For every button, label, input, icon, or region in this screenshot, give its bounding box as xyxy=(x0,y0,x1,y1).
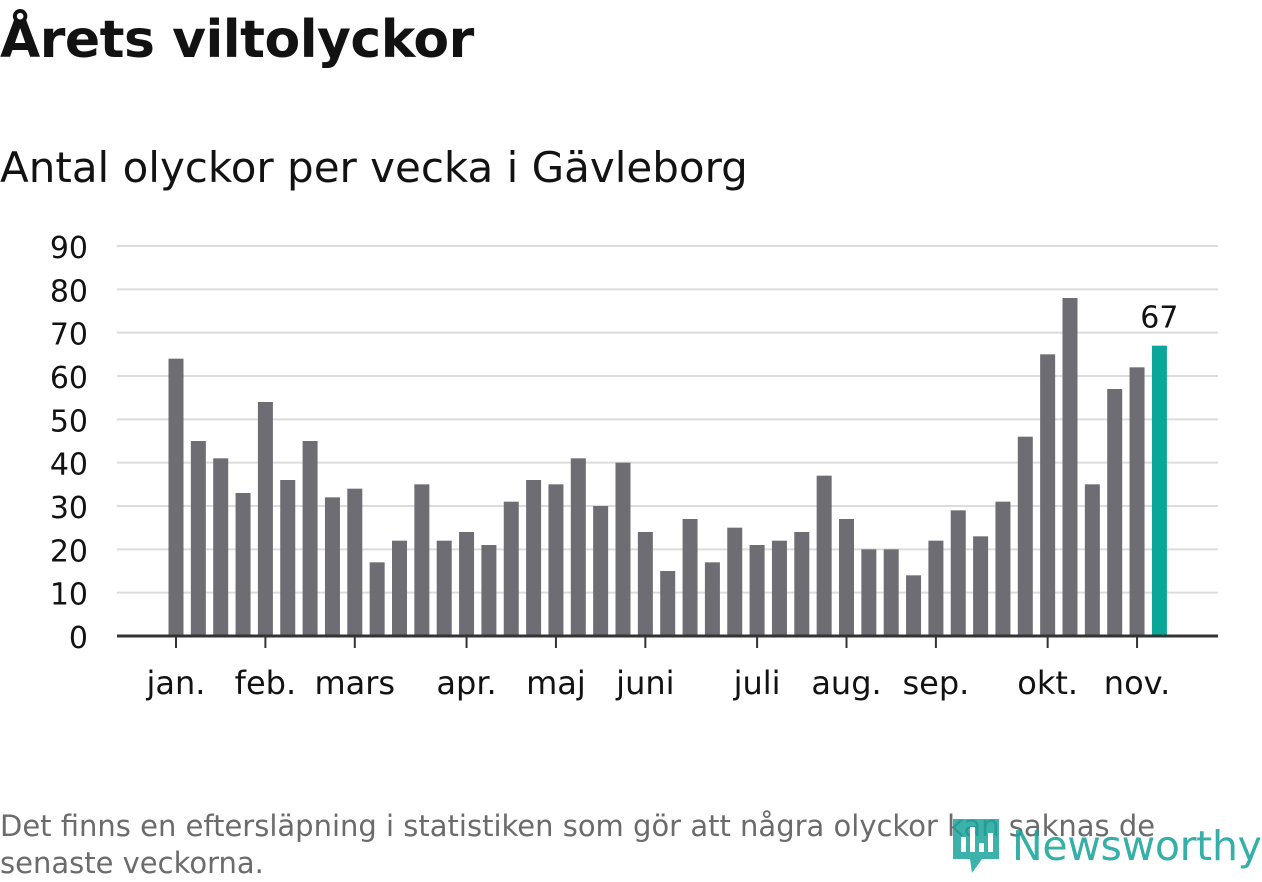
bar xyxy=(682,519,698,636)
x-tick-label: juli xyxy=(733,664,781,702)
x-axis-tick-labels: jan. feb. mars apr. maj juni juli aug. sep. okt. n… xyxy=(146,664,1171,702)
bar xyxy=(548,484,564,636)
bar xyxy=(794,532,810,636)
bar xyxy=(615,462,631,636)
x-tick-label: aug. xyxy=(811,664,881,702)
bar xyxy=(414,484,430,636)
bar-highlight xyxy=(1151,345,1167,636)
bar xyxy=(1062,298,1078,636)
bar xyxy=(459,532,475,636)
bar xyxy=(995,501,1011,636)
bar xyxy=(727,527,743,636)
y-tick-label: 70 xyxy=(50,318,88,353)
x-tick-label: apr. xyxy=(436,664,496,702)
bar xyxy=(883,549,899,636)
bar xyxy=(749,545,765,636)
y-tick-label: 40 xyxy=(50,448,88,483)
bar xyxy=(973,536,989,636)
bar xyxy=(526,480,542,636)
bar xyxy=(928,540,944,636)
newsworthy-logo[interactable]: Newsworthy xyxy=(950,815,1262,877)
bar xyxy=(324,497,340,636)
bar xyxy=(392,540,407,636)
bar xyxy=(570,458,586,636)
y-tick-label: 10 xyxy=(50,578,88,613)
x-tick-label: jan. xyxy=(146,664,206,702)
bar xyxy=(257,402,273,636)
y-tick-label: 50 xyxy=(50,404,88,439)
bar xyxy=(436,540,452,636)
bar xyxy=(235,493,251,636)
x-tick-label: feb. xyxy=(235,664,296,702)
bar xyxy=(347,488,363,636)
bars xyxy=(168,298,1167,636)
bar xyxy=(1017,436,1033,636)
x-tick-label: okt. xyxy=(1017,664,1078,702)
chart-title: Årets viltolyckor xyxy=(0,10,474,70)
bar xyxy=(302,441,318,636)
bar xyxy=(1040,354,1056,636)
x-tick-label: mars xyxy=(314,664,395,702)
bar xyxy=(660,571,676,636)
bar xyxy=(906,575,922,636)
bar xyxy=(771,540,787,636)
bar xyxy=(503,501,519,636)
data-labels: 67 xyxy=(1140,301,1178,336)
bar xyxy=(280,480,296,636)
x-tick-label: maj xyxy=(526,664,586,702)
y-tick-label: 60 xyxy=(50,361,88,396)
x-tick-label: nov. xyxy=(1104,664,1170,702)
y-tick-label: 20 xyxy=(50,534,88,569)
bar xyxy=(1129,367,1145,636)
bar xyxy=(839,519,854,636)
y-axis-tick-labels: 0 10 20 30 40 50 60 70 80 90 xyxy=(50,231,88,656)
y-tick-label: 90 xyxy=(50,231,88,266)
bar xyxy=(816,475,832,636)
bar xyxy=(481,545,497,636)
bar xyxy=(1084,484,1100,636)
bar xyxy=(369,562,385,636)
bar xyxy=(213,458,229,636)
logo-text: Newsworthy xyxy=(1012,822,1262,870)
y-tick-label: 80 xyxy=(50,274,88,309)
x-tick-label: sep. xyxy=(902,664,969,702)
bar xyxy=(593,506,609,636)
y-tick-label: 0 xyxy=(69,621,88,656)
bar xyxy=(861,549,877,636)
newsworthy-logo-icon xyxy=(953,819,999,873)
bar xyxy=(190,441,206,636)
bar xyxy=(1107,389,1123,636)
bar xyxy=(704,562,720,636)
chart-subtitle: Antal olyckor per vecka i Gävleborg xyxy=(0,143,748,192)
y-tick-label: 30 xyxy=(50,491,88,526)
bar xyxy=(950,510,966,636)
x-tick-label: juni xyxy=(615,664,674,702)
data-label-latest: 67 xyxy=(1140,301,1178,336)
x-axis xyxy=(117,634,1218,648)
bar xyxy=(637,532,653,636)
gridlines xyxy=(117,245,1218,594)
bar xyxy=(168,358,184,636)
